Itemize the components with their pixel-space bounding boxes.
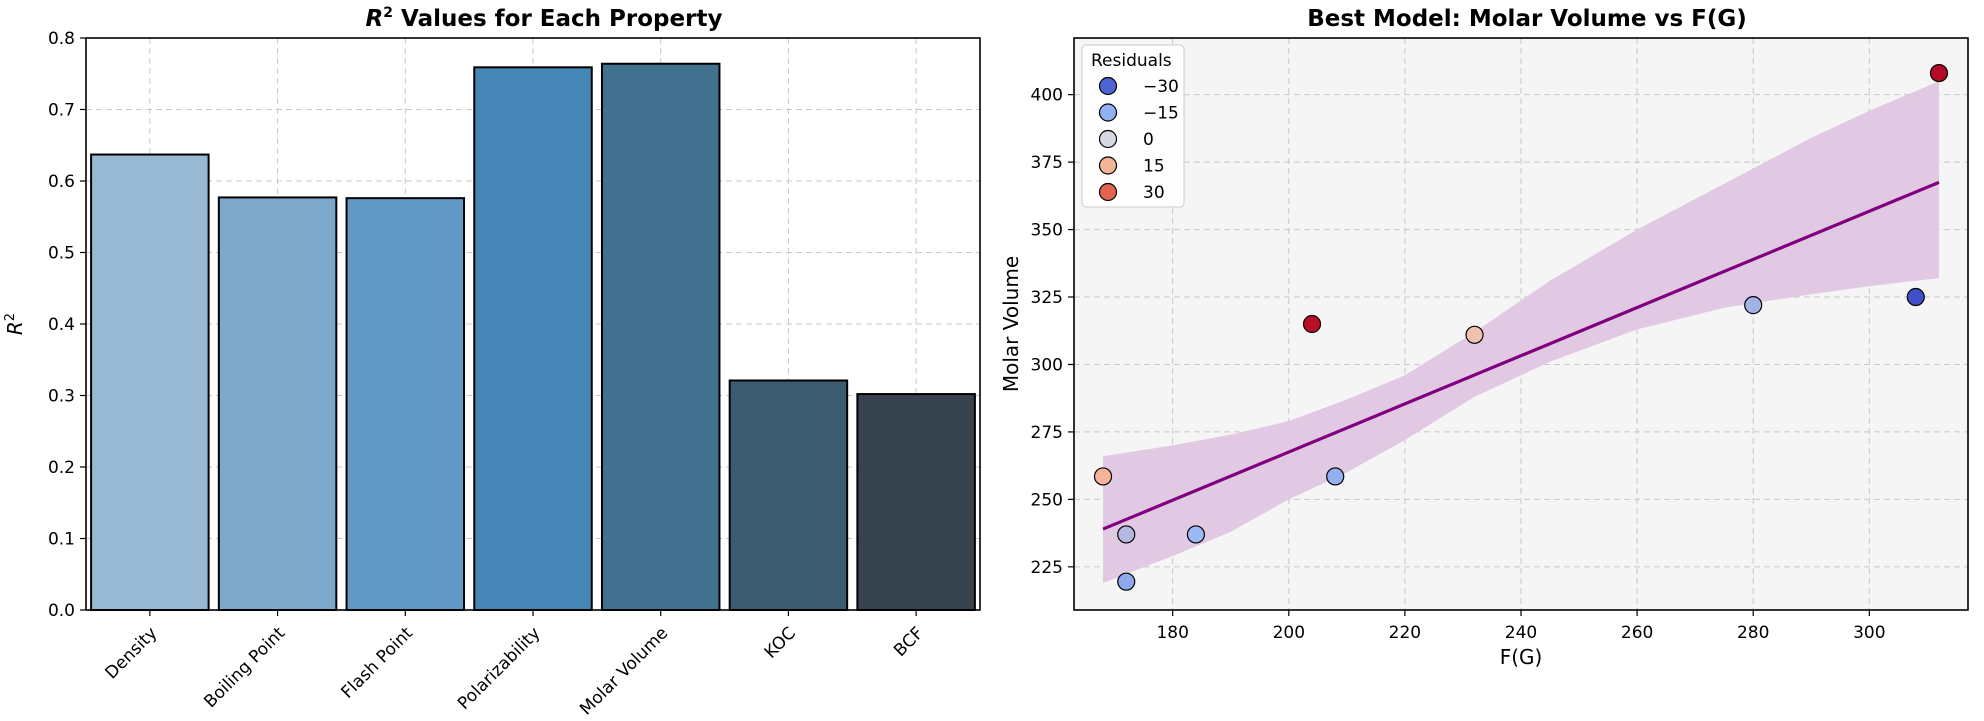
bar-y-tick-label: 0.3: [48, 387, 75, 407]
scatter-point: [1906, 287, 1925, 307]
scatter-y-tick-label: 225: [1031, 558, 1063, 578]
scatter-y-tick-label: 325: [1031, 288, 1063, 308]
scatter-y-tick-label: 250: [1031, 490, 1063, 510]
scatter-point: [1326, 467, 1345, 486]
bar-x-tick-label: Boiling Point: [200, 623, 289, 712]
bar-y-axis-label: R2: [3, 313, 27, 335]
bar-density: [90, 153, 210, 611]
scatter-y-tick-label: 375: [1031, 153, 1063, 173]
scatter-point: [1465, 325, 1484, 344]
scatter-chart-title: Best Model: Molar Volume vs F(G): [1307, 6, 1747, 32]
bars: [90, 62, 976, 612]
bar-y-ticks: 0.0 0.1 0.2 0.3 0.4 0.5 0.6 0.7 0.8: [48, 29, 86, 621]
scatter-point: [1929, 63, 1949, 83]
legend-marker: [1098, 103, 1118, 122]
scatter-y-ticks: 225 250 275 300 325 350 375 400: [1031, 86, 1074, 578]
legend-marker: [1098, 156, 1118, 175]
bar-title-rest: Values for Each Property: [393, 6, 722, 32]
legend-marker: [1098, 182, 1118, 202]
bar-y-tick-label: 0.1: [48, 530, 75, 550]
scatter-y-tick-label: 275: [1031, 423, 1063, 443]
scatter-x-tick-label: 200: [1273, 623, 1305, 643]
residuals-legend: Residuals −30 −15 0 15 30: [1081, 44, 1185, 208]
scatter-y-tick-label: 400: [1031, 86, 1063, 106]
molar-volume-scatter-chart: Best Model: Molar Volume vs F(G) 2252502…: [999, 6, 1969, 669]
regression-line: [1102, 180, 1940, 531]
scatter-point: [1117, 572, 1136, 591]
bar-koc: [728, 379, 849, 611]
bar-chart-title: R2 Values for Each Property: [366, 5, 723, 32]
bar-x-tick-label: Density: [102, 623, 162, 683]
scatter-x-tick-label: 300: [1853, 623, 1885, 643]
scatter-y-tick-label: 300: [1031, 355, 1063, 375]
bar-y-tick-label: 0.0: [48, 601, 75, 621]
bar-polarizability: [473, 66, 593, 611]
legend-marker: [1098, 129, 1118, 149]
bar-x-tick-label: Polarizability: [454, 623, 544, 713]
scatter-y-axis-label: Molar Volume: [999, 256, 1023, 392]
scatter-x-tick-label: 280: [1737, 623, 1769, 643]
bar-ylabel-symbol: R: [3, 321, 27, 335]
bar-x-tick-label: KOC: [761, 623, 800, 662]
bar-y-tick-label: 0.2: [48, 458, 75, 478]
bar-x-tick-label: Flash Point: [338, 623, 418, 703]
scatter-point: [1093, 467, 1113, 486]
bar-molar-volume: [600, 62, 721, 612]
bar-x-tick-label: Molar Volume: [576, 623, 672, 719]
scatter-point: [1744, 296, 1763, 315]
bar-ylabel-superscript: 2: [3, 313, 18, 321]
scatter-point: [1117, 525, 1136, 544]
bar-flash-point: [345, 197, 466, 611]
legend-label: 30: [1143, 183, 1165, 203]
scatter-points: [1093, 63, 1949, 591]
bar-y-tick-label: 0.6: [48, 172, 75, 192]
scatter-x-tick-label: 240: [1505, 623, 1537, 643]
legend-marker: [1098, 76, 1118, 96]
bar-y-tick-label: 0.4: [48, 315, 75, 335]
scatter-point: [1302, 314, 1322, 334]
scatter-x-tick-label: 220: [1389, 623, 1421, 643]
bar-title-superscript: 2: [383, 5, 393, 21]
bar-x-ticks: Density Boiling Point Flash Point Polarizab…: [102, 610, 928, 719]
legend-label: 15: [1143, 157, 1165, 177]
scatter-x-axis-label: F(G): [1500, 645, 1543, 669]
scatter-x-tick-label: 260: [1621, 623, 1653, 643]
scatter-x-ticks: 180 200 220 240 260 280 300: [1156, 610, 1886, 643]
legend-label: −30: [1143, 77, 1179, 97]
legend-title: Residuals: [1091, 51, 1172, 71]
legend-label: −15: [1143, 104, 1179, 124]
confidence-band: [1103, 81, 1939, 583]
legend-label: 0: [1143, 130, 1154, 150]
scatter-y-tick-label: 350: [1031, 221, 1063, 241]
bar-x-tick-label: BCF: [890, 623, 927, 660]
legend-entries: −30 −15 0 15 30: [1098, 76, 1179, 203]
bar-bcf: [856, 393, 976, 611]
bar-y-tick-label: 0.5: [48, 244, 75, 264]
bar-boiling-point: [217, 196, 338, 611]
r2-bar-chart: R2 Values for Each Property 0.00.10.20.3…: [3, 5, 981, 719]
scatter-x-tick-label: 180: [1156, 623, 1188, 643]
bar-y-tick-label: 0.8: [48, 29, 75, 49]
bar-title-symbol: R: [366, 6, 384, 32]
bar-y-tick-label: 0.7: [48, 101, 75, 121]
scatter-point: [1186, 525, 1206, 544]
